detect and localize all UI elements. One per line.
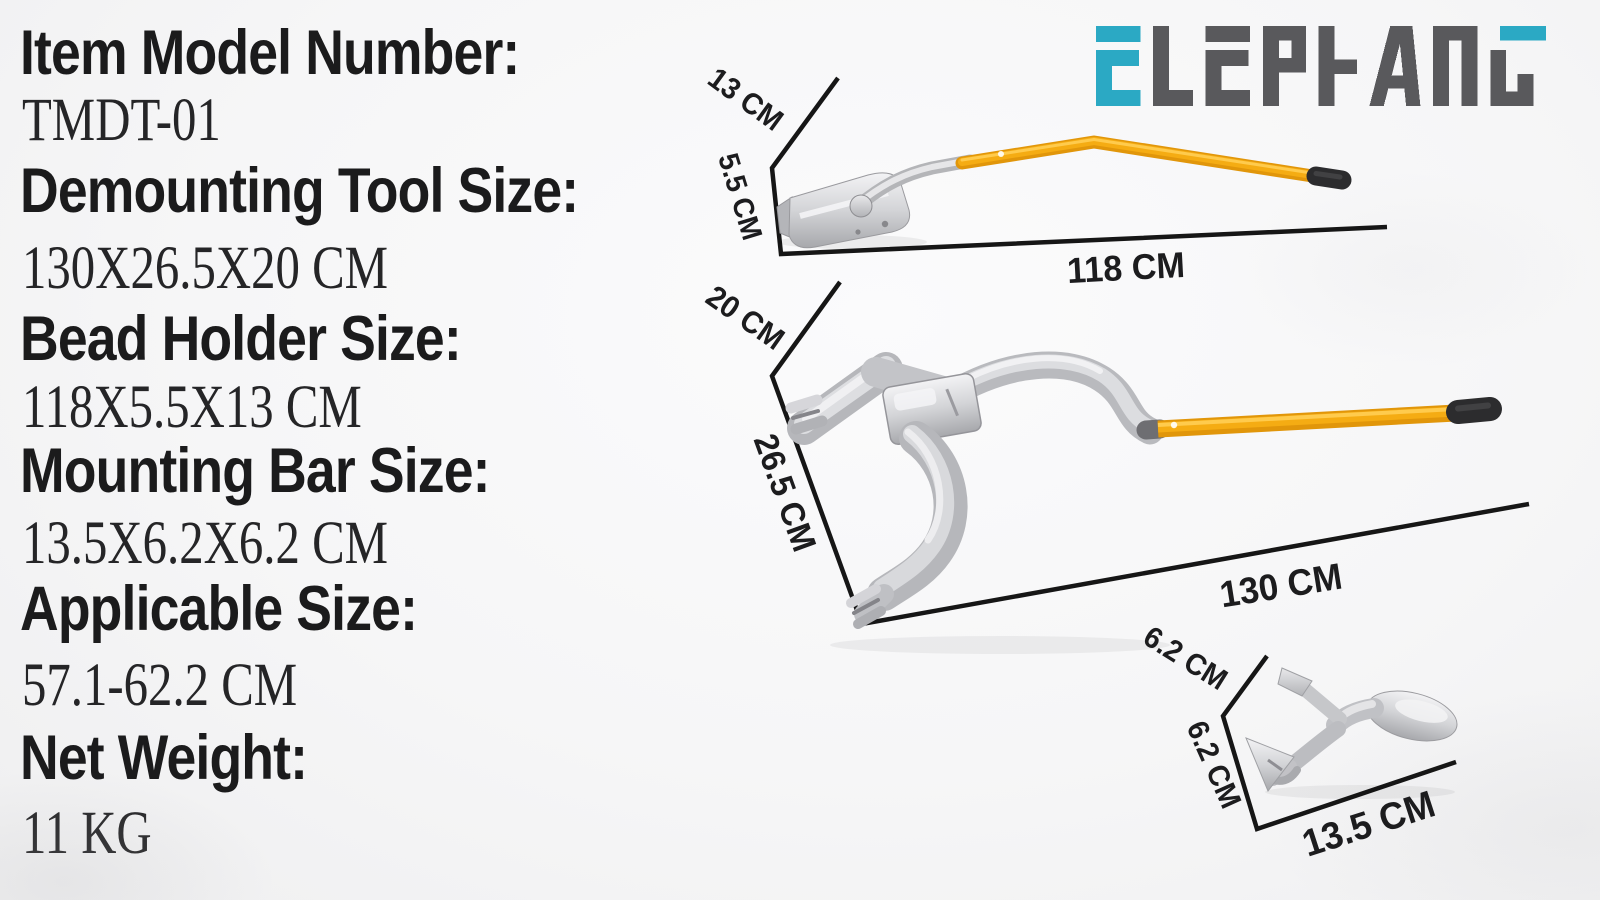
elephant-logo-letters bbox=[1096, 26, 1546, 106]
dim-label-demounting-tool-height: 26.5 CM bbox=[745, 428, 824, 557]
spec-mounting-bar-size-label: Mounting Bar Size: bbox=[20, 436, 490, 506]
dim-label-bead-holder-height: 13 CM bbox=[701, 61, 789, 138]
spec-net-weight-label: Net Weight: bbox=[20, 723, 308, 793]
spec-bead-holder-size-value: 118X5.5X13 CM bbox=[22, 374, 362, 441]
dim-label-demounting-tool-depth: 20 CM bbox=[699, 278, 791, 357]
elephant-logo bbox=[1096, 24, 1546, 113]
logo-letter-h bbox=[1318, 26, 1357, 106]
logo-letter-l bbox=[1153, 26, 1193, 106]
logo-letter-n bbox=[1433, 26, 1478, 106]
dimension-lines bbox=[769, 76, 1530, 832]
spec-item-model-number-label: Item Model Number: bbox=[20, 18, 520, 88]
spec-item-model-number-value: TMDT-01 bbox=[22, 87, 221, 154]
dim-label-demounting-tool-length: 130 CM bbox=[1216, 555, 1345, 616]
spec-demounting-tool-size-label: Demounting Tool Size: bbox=[20, 156, 579, 226]
spec-demounting-tool-size-value: 130X26.5X20 CM bbox=[22, 235, 389, 302]
dim-label-mounting-bar-height: 6.2 CM bbox=[1179, 716, 1248, 814]
spec-mounting-bar-size-value: 13.5X6.2X6.2 CM bbox=[22, 510, 389, 577]
spec-bead-holder-size-label: Bead Holder Size: bbox=[20, 304, 462, 374]
dimension-line-mounting-bar bbox=[1220, 654, 1457, 832]
dim-label-bead-holder-depth: 5.5 CM bbox=[711, 149, 768, 244]
dim-label-mounting-bar-length: 13.5 CM bbox=[1297, 783, 1441, 866]
logo-letter-t bbox=[1490, 26, 1546, 106]
spec-applicable-size-label: Applicable Size: bbox=[20, 574, 418, 644]
logo-letter-p bbox=[1262, 26, 1306, 106]
logo-letter-e1 bbox=[1096, 26, 1141, 106]
logo-letter-a bbox=[1369, 26, 1421, 106]
dimension-line-demounting-tool bbox=[769, 280, 1530, 627]
dim-label-mounting-bar-depth: 6.2 CM bbox=[1137, 620, 1233, 697]
dim-label-bead-holder-length: 118 CM bbox=[1066, 243, 1186, 292]
spec-applicable-size-value: 57.1-62.2 CM bbox=[22, 652, 298, 719]
mounting-bar-tool-image bbox=[1245, 667, 1458, 799]
demounting-tool-image bbox=[785, 351, 1502, 654]
logo-letter-e2 bbox=[1205, 26, 1251, 106]
dimension-line-bead-holder bbox=[769, 76, 1388, 257]
spec-net-weight-value: 11 KG bbox=[22, 800, 152, 867]
bead-holder-tool-image bbox=[776, 135, 1352, 249]
